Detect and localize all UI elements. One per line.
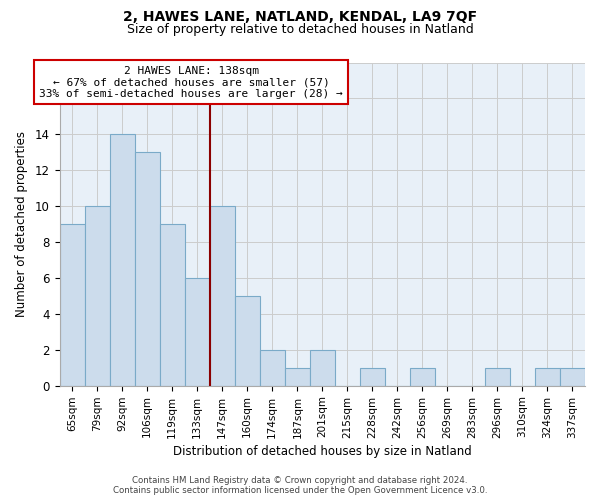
Bar — [85, 206, 110, 386]
Text: 2 HAWES LANE: 138sqm
← 67% of detached houses are smaller (57)
33% of semi-detac: 2 HAWES LANE: 138sqm ← 67% of detached h… — [39, 66, 343, 99]
Bar — [535, 368, 560, 386]
Bar — [185, 278, 210, 386]
Bar — [485, 368, 510, 386]
Bar — [310, 350, 335, 386]
Text: 2, HAWES LANE, NATLAND, KENDAL, LA9 7QF: 2, HAWES LANE, NATLAND, KENDAL, LA9 7QF — [123, 10, 477, 24]
Bar — [59, 224, 85, 386]
X-axis label: Distribution of detached houses by size in Natland: Distribution of detached houses by size … — [173, 444, 472, 458]
Bar — [235, 296, 260, 386]
Bar — [410, 368, 435, 386]
Text: Size of property relative to detached houses in Natland: Size of property relative to detached ho… — [127, 22, 473, 36]
Bar — [260, 350, 285, 386]
Bar — [110, 134, 135, 386]
Bar — [160, 224, 185, 386]
Bar — [285, 368, 310, 386]
Bar — [210, 206, 235, 386]
Bar — [135, 152, 160, 386]
Bar — [560, 368, 585, 386]
Bar — [360, 368, 385, 386]
Text: Contains HM Land Registry data © Crown copyright and database right 2024.
Contai: Contains HM Land Registry data © Crown c… — [113, 476, 487, 495]
Y-axis label: Number of detached properties: Number of detached properties — [15, 131, 28, 317]
